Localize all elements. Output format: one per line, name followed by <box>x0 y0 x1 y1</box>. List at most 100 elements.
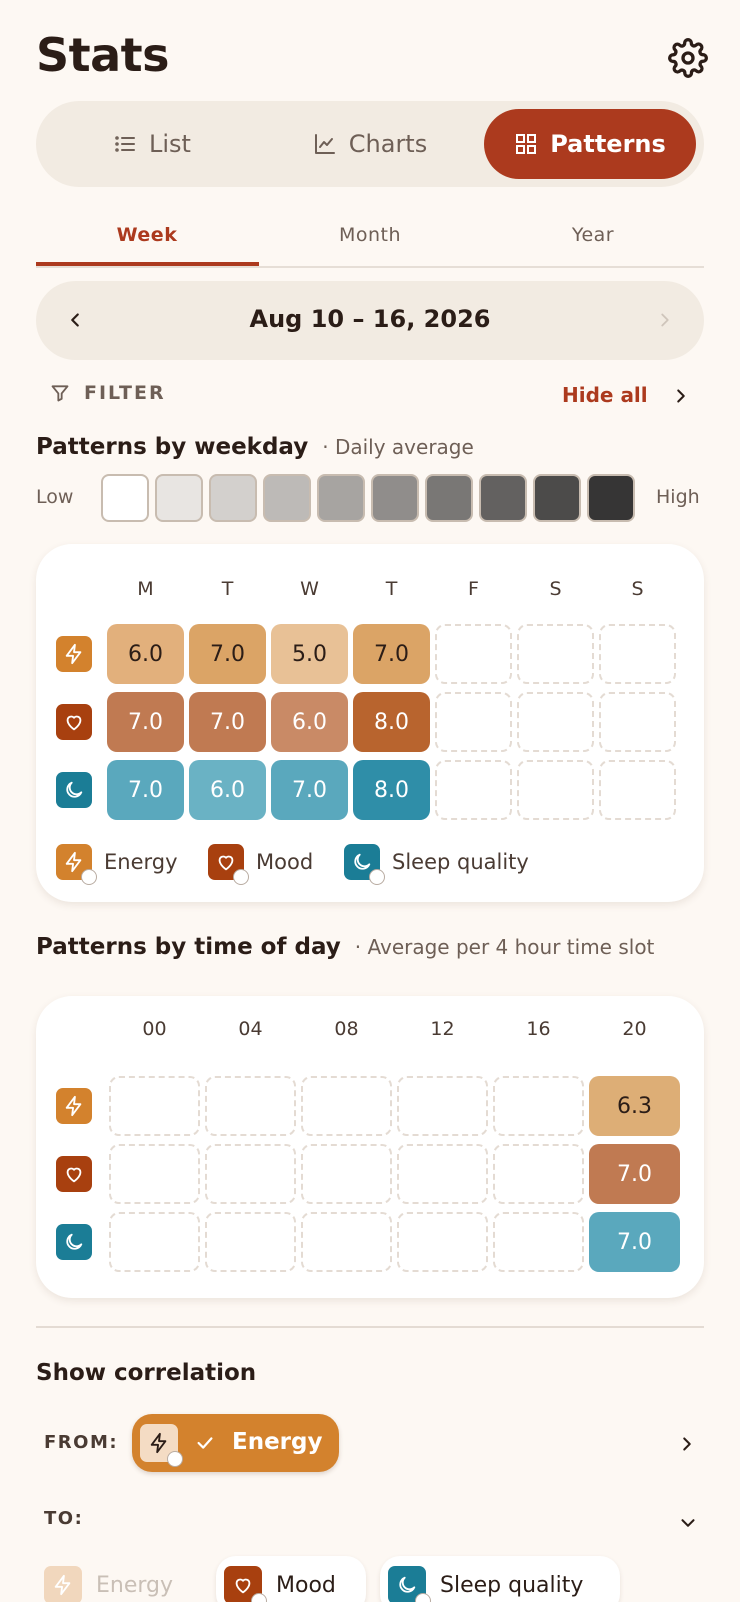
pattern-cell[interactable]: 7.0 <box>189 624 266 684</box>
from-label: FROM: <box>44 1432 119 1453</box>
date-navigator: Aug 10 – 16, 2026 <box>36 281 704 360</box>
divider <box>36 1326 704 1328</box>
pattern-cell[interactable]: 6.0 <box>107 624 184 684</box>
timeofday-subtitle: · Average per 4 hour time slot <box>354 935 655 959</box>
pattern-cell-empty <box>599 624 676 684</box>
chevron-right-icon[interactable] <box>676 1432 698 1456</box>
pattern-cell[interactable]: 5.0 <box>271 624 348 684</box>
timeslot-cell-empty <box>493 1144 584 1204</box>
energy-icon <box>56 1088 92 1124</box>
pattern-cell[interactable]: 8.0 <box>353 692 430 752</box>
view-list-label: List <box>149 130 191 158</box>
legend-mood[interactable]: Mood <box>208 844 314 885</box>
timeslot-cell-empty <box>205 1144 296 1204</box>
grid-icon <box>516 134 537 154</box>
day-label: M <box>137 578 154 600</box>
scale-high-label: High <box>656 486 700 508</box>
scale-swatch <box>101 474 149 522</box>
timeslot-cell-empty <box>493 1212 584 1272</box>
scale-swatch <box>155 474 203 522</box>
legend-sleep-label: Sleep quality <box>392 850 529 874</box>
view-charts-button[interactable]: Charts <box>262 109 478 179</box>
scale-swatch <box>533 474 581 522</box>
timeslot-cell-empty <box>397 1076 488 1136</box>
from-energy-label: Energy <box>232 1429 323 1455</box>
moon-icon <box>56 772 92 808</box>
chevron-right-icon[interactable] <box>670 384 692 408</box>
legend-sleep[interactable]: Sleep quality <box>344 844 529 885</box>
gauge-icon <box>81 869 97 885</box>
timeslot-cell-empty <box>205 1076 296 1136</box>
timeslot-cell-empty <box>301 1144 392 1204</box>
pattern-cell-empty <box>517 624 594 684</box>
pattern-cell[interactable]: 7.0 <box>107 692 184 752</box>
tab-year[interactable]: Year <box>571 224 615 246</box>
heart-icon <box>208 844 249 885</box>
timeslot-cell-empty <box>109 1212 200 1272</box>
day-label: F <box>468 578 479 600</box>
scale-low-label: Low <box>36 486 74 508</box>
chevron-down-icon[interactable] <box>676 1512 700 1534</box>
weekday-subtitle: · Daily average <box>322 435 474 459</box>
correlation-title: Show correlation <box>36 1360 257 1386</box>
timeslot-cell[interactable]: 7.0 <box>589 1212 680 1272</box>
view-patterns-button[interactable]: Patterns <box>484 109 696 179</box>
chevron-left-icon[interactable] <box>64 308 86 332</box>
pattern-cell[interactable]: 7.0 <box>189 692 266 752</box>
pattern-cell-empty <box>435 692 512 752</box>
legend-energy[interactable]: Energy <box>56 844 178 885</box>
legend-mood-label: Mood <box>256 850 314 874</box>
timeslot-label: 12 <box>430 1018 455 1040</box>
timeslot-cell-empty <box>493 1076 584 1136</box>
day-label: S <box>549 578 562 600</box>
chevron-right-icon[interactable] <box>654 308 676 332</box>
tab-indicator <box>36 262 259 266</box>
pattern-cell[interactable]: 7.0 <box>107 760 184 820</box>
to-sleep-chip[interactable]: Sleep quality <box>380 1556 620 1602</box>
timeofday-section-header: Patterns by time of day · Average per 4 … <box>36 934 654 960</box>
filter-icon <box>51 385 69 402</box>
timeslot-cell-empty <box>109 1144 200 1204</box>
day-label: T <box>385 578 398 600</box>
energy-icon <box>140 1424 183 1467</box>
weekday-section-header: Patterns by weekday · Daily average <box>36 434 474 460</box>
timeslot-cell[interactable]: 6.3 <box>589 1076 680 1136</box>
timeslot-cell-empty <box>301 1076 392 1136</box>
energy-icon <box>56 844 97 885</box>
tab-month[interactable]: Month <box>338 224 402 246</box>
timeslot-label: 20 <box>622 1018 647 1040</box>
pattern-cell[interactable]: 7.0 <box>353 624 430 684</box>
pattern-cell[interactable]: 6.0 <box>271 692 348 752</box>
to-mood-chip[interactable]: Mood <box>216 1556 366 1602</box>
timeofday-card: 00 04 08 12 16 20 6.3 7.0 7.0 <box>36 996 704 1298</box>
line-chart-icon <box>314 134 335 154</box>
timeslot-cell[interactable]: 7.0 <box>589 1144 680 1204</box>
to-energy-chip[interactable]: Energy <box>36 1556 198 1602</box>
pattern-cell[interactable]: 6.0 <box>189 760 266 820</box>
pattern-cell[interactable]: 7.0 <box>271 760 348 820</box>
day-label: S <box>631 578 644 600</box>
weekday-title: Patterns by weekday <box>36 434 309 460</box>
timeslot-cell-empty <box>205 1212 296 1272</box>
timeofday-title: Patterns by time of day <box>36 934 341 960</box>
tab-week[interactable]: Week <box>116 224 178 246</box>
scale-swatch <box>317 474 365 522</box>
check-icon <box>197 1437 213 1449</box>
pattern-cell[interactable]: 8.0 <box>353 760 430 820</box>
timeslot-label: 04 <box>238 1018 263 1040</box>
energy-icon <box>56 636 92 672</box>
date-range: Aug 10 – 16, 2026 <box>249 305 491 333</box>
to-energy-label: Energy <box>96 1572 174 1598</box>
from-energy-chip[interactable]: Energy <box>132 1414 339 1472</box>
filter-button[interactable]: FILTER <box>50 382 166 404</box>
hide-all-button[interactable]: Hide all <box>562 383 648 407</box>
gauge-icon <box>369 869 385 885</box>
gauge-icon <box>415 1593 431 1602</box>
timeslot-cell-empty <box>301 1212 392 1272</box>
to-mood-label: Mood <box>276 1572 336 1598</box>
scale-swatch <box>263 474 311 522</box>
gear-icon[interactable] <box>668 38 708 78</box>
view-list-button[interactable]: List <box>44 109 260 179</box>
view-patterns-label: Patterns <box>550 130 666 158</box>
